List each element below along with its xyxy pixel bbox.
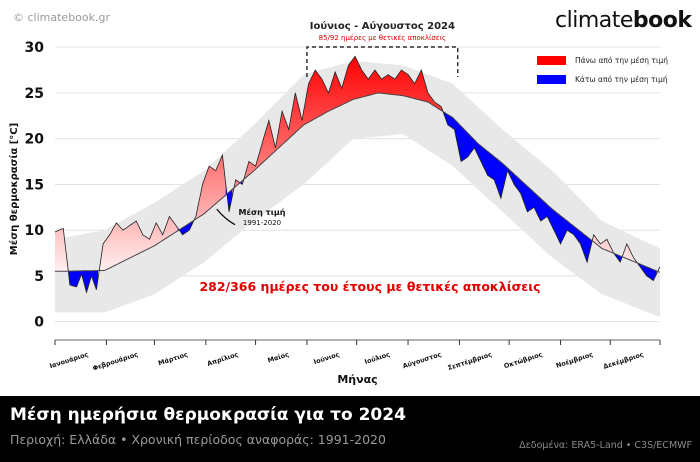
summer-bracket (306, 46, 459, 77)
x-tick-label: Ιούλιος (364, 350, 392, 366)
legend-item-above: Πάνω από την μέση τιμή (537, 54, 668, 67)
x-tick-label: Ιανουάριος (49, 350, 90, 370)
x-tick-label: Νοέμβριος (555, 350, 594, 370)
brand-bold: book (632, 8, 692, 33)
mean-annotation-period: 1991-2020 (243, 219, 281, 227)
anomaly-below (68, 270, 99, 293)
anomaly-below (442, 111, 592, 263)
anomaly-below (636, 262, 657, 281)
y-tick-label: 15 (25, 177, 44, 193)
anomaly-above (592, 234, 614, 254)
y-tick-label: 25 (25, 86, 44, 102)
footer-title: Μέση ημερήσια θερμοκρασία για το 2024 (10, 405, 406, 425)
year-summary: 282/366 ημέρες του έτους με θετικές αποκ… (199, 279, 540, 294)
x-axis-label: Μήνας (337, 373, 377, 386)
x-tick-label: Σεπτέμβριος (447, 350, 493, 372)
footer-bar: Μέση ημερήσια θερμοκρασία για το 2024 Πε… (0, 396, 700, 462)
brand-light: climate (555, 8, 633, 33)
y-tick-label: 20 (25, 132, 45, 148)
anomaly-above (192, 155, 226, 224)
legend: Πάνω από την μέση τιμή Κάτω από την μέση… (537, 54, 668, 92)
y-axis-label: Μέση θερμοκρασία [°C] (8, 123, 20, 255)
x-tick-label: Οκτώβριος (503, 350, 544, 370)
y-tick-label: 30 (25, 40, 45, 56)
anomaly-above (242, 56, 443, 185)
x-tick-label: Μάρτιος (157, 350, 189, 367)
anomaly-above (55, 228, 69, 272)
anomaly-below (225, 183, 233, 212)
anomaly-below (177, 221, 193, 235)
anomaly-above (232, 179, 239, 196)
brand-logo: climatebook (555, 8, 692, 33)
x-tick-label: Μαίος (267, 350, 290, 364)
x-tick-label: Δεκέμβριος (602, 350, 644, 371)
summer-subtitle: 85/92 ημέρες με θετικές αποκλίσεις (319, 34, 446, 42)
legend-label-above: Πάνω από την μέση τιμή (575, 56, 669, 65)
y-tick-label: 0 (34, 315, 44, 331)
mean-line (54, 92, 661, 273)
mean-annotation-arrow (216, 208, 236, 226)
mean-annotation-label: Μέση τιμή (239, 207, 286, 217)
legend-item-below: Κάτω από την μέση τιμή (537, 73, 668, 86)
footer-source: Δεδομένα: ERA5-Land • C3S/ECMWF (519, 440, 692, 451)
y-tick-label: 10 (25, 223, 45, 239)
legend-label-below: Κάτω από την μέση τιμή (575, 75, 668, 84)
copyright-text: © climatebook.gr (13, 11, 111, 24)
x-tick-label: Απρίλιος (206, 350, 239, 368)
y-tick-label: 5 (34, 269, 44, 285)
footer-subtitle: Περιοχή: Ελλάδα • Χρονική περίοδος αναφο… (10, 432, 386, 447)
x-tick-label: Αύγουστος (402, 350, 443, 370)
climatology-band (55, 60, 660, 318)
legend-swatch-below (537, 75, 566, 84)
actual-line (54, 55, 661, 294)
legend-swatch-above (537, 56, 566, 65)
anomaly-above (98, 216, 178, 279)
temperature-chart: 0 5 10 15 20 25 30 Μέση θερμοκρασία [°C] Ιανουάρ… (8, 20, 661, 386)
x-tick-label: Φεβρουάριος (92, 350, 140, 372)
summer-title: Ιούνιος - Αύγουστος 2024 (310, 20, 455, 32)
x-tick-label: Ιούνιος (313, 350, 341, 366)
